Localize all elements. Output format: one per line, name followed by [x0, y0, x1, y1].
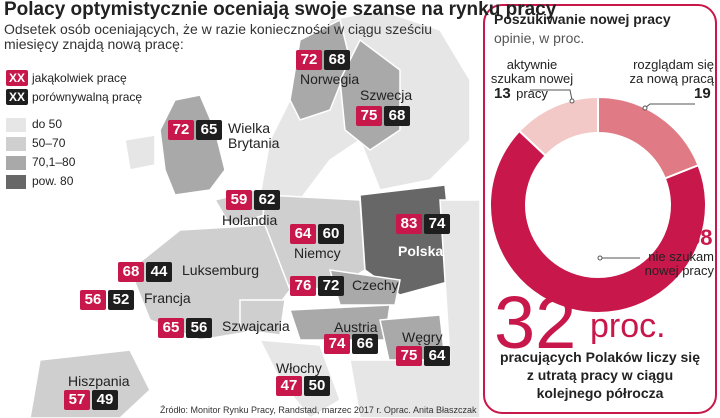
value-comparable: 74: [424, 214, 450, 234]
value-any: 64: [290, 224, 316, 244]
donut-segment: [489, 129, 707, 314]
legend-label: jakąkolwiek pracę: [32, 71, 127, 85]
country-name: Francja: [144, 290, 191, 306]
value-comparable: 52: [108, 290, 134, 310]
value-any: 72: [168, 120, 194, 140]
country-name: Czechy: [352, 277, 399, 293]
value-any: 68: [118, 262, 144, 282]
value-comparable: 60: [318, 224, 344, 244]
country-name: Szwajcaria: [222, 318, 290, 334]
country-name: Austria: [334, 319, 378, 335]
donut-title: Poszukiwanie nowej pracy: [494, 11, 671, 27]
donut-value: 19: [694, 85, 711, 102]
value-comparable: 72: [318, 276, 344, 296]
donut-subtitle: opinie, w proc.: [494, 30, 585, 46]
callout-unit: proc.: [590, 307, 666, 345]
value-comparable: 64: [424, 346, 450, 366]
value-comparable: 56: [186, 318, 212, 338]
donut-value: 68: [688, 225, 713, 250]
legend-swatch: [6, 118, 26, 132]
legend-sample: XX: [6, 89, 28, 105]
donut-chart: [489, 95, 707, 314]
value-any: 74: [324, 334, 350, 354]
value-any: 65: [158, 318, 184, 338]
value-any: 47: [276, 376, 302, 396]
land: [29, 9, 481, 418]
country-name: Węgry: [402, 329, 443, 345]
legend-label: porównywalną pracę: [32, 90, 143, 104]
callout-text: pracujących Polaków liczy się z utratą p…: [500, 349, 700, 402]
value-comparable: 50: [304, 376, 330, 396]
country-name: Szwecja: [360, 87, 413, 103]
country-name: Holandia: [222, 212, 278, 228]
value-any: 75: [396, 346, 422, 366]
country-name: Polska: [398, 243, 444, 259]
value-comparable: 66: [352, 334, 378, 354]
value-any: 76: [290, 276, 316, 296]
value-any: 59: [226, 190, 252, 210]
value-any: 56: [80, 290, 106, 310]
legend-label: 50–70: [32, 136, 66, 150]
donut-value: 13: [494, 85, 511, 102]
value-any: 75: [356, 106, 382, 126]
legend-sample: XX: [6, 70, 28, 86]
value-comparable: 65: [196, 120, 222, 140]
value-any: 57: [64, 390, 90, 410]
country-name: Hiszpania: [68, 373, 130, 389]
legend-swatch: [6, 137, 26, 151]
country-name: Niemcy: [294, 245, 341, 261]
value-any: 83: [396, 214, 422, 234]
value-comparable: 68: [324, 50, 350, 70]
donut-label: aktywnie szukam nowej pracy: [490, 57, 574, 101]
country-name: Wielka Brytania: [228, 120, 280, 152]
leaders: [530, 89, 695, 261]
source: Źródło: Monitor Rynku Pracy, Randstad, m…: [160, 405, 477, 415]
callout-value: 32: [494, 281, 577, 364]
legend-label: do 50: [32, 117, 63, 131]
panel: [483, 4, 717, 414]
value-comparable: 44: [146, 262, 172, 282]
value-comparable: 49: [92, 390, 118, 410]
donut-label: nie szukam nowej pracy: [644, 249, 714, 279]
legend-label: pow. 80: [32, 174, 74, 188]
donut-label: rozglądam się za nową pracą: [629, 57, 714, 87]
legend-label: 70,1–80: [32, 155, 76, 169]
value-any: 72: [296, 50, 322, 70]
title: Polacy optymistycznie oceniają swoje sza…: [4, 0, 557, 20]
value-comparable: 62: [254, 190, 280, 210]
value-comparable: 68: [384, 106, 410, 126]
country-name: Norwegia: [300, 71, 360, 87]
country-name: Luksemburg: [182, 262, 260, 278]
legend-swatch: [6, 156, 26, 170]
legend-swatch: [6, 175, 26, 189]
country-name: Włochy: [276, 360, 322, 376]
subtitle: Odsetek osób oceniających, że w razie ko…: [4, 21, 432, 53]
